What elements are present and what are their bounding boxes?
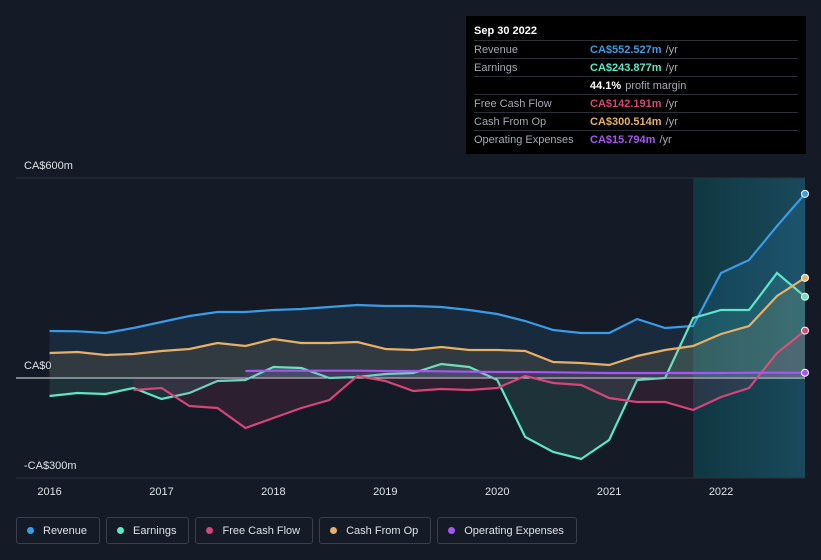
tooltip-unit: /yr [665,61,678,74]
end-point [801,326,809,335]
y-tick-label: -CA$300m [24,460,77,472]
x-tick-label: 2016 [37,486,61,498]
x-tick-label: 2017 [149,486,173,498]
legend-dot [117,527,125,534]
tooltip-value: CA$142.191m [590,97,662,110]
tooltip-row: Revenue CA$552.527m/yr [474,40,798,58]
tooltip-unit: profit margin [625,79,687,92]
series-line [245,369,806,375]
end-point [801,368,809,377]
series-line [133,329,806,430]
legend-item[interactable]: Earnings [106,517,190,544]
tooltip-label: Earnings [474,61,518,74]
legend-item[interactable]: Revenue [16,517,101,544]
x-tick-label: 2021 [597,486,621,498]
end-point [801,273,809,282]
tooltip-unit: /yr [665,115,678,128]
tooltip-value: CA$243.877m [590,61,662,74]
tooltip-unit: /yr [659,133,672,146]
tooltip-label: Cash From Op [474,115,547,128]
series-area [133,330,806,428]
legend-dot [206,527,214,534]
tooltip-row: 44.1% profit margin [474,76,798,94]
y-tick-label: CA$0 [24,360,52,372]
series-area [49,193,806,378]
legend-label: Earnings [133,524,177,537]
end-point [801,292,809,301]
legend-label: Operating Expenses [464,524,564,537]
tooltip-title: Sep 30 2022 [474,25,537,37]
tooltip-row: Earnings CA$243.877m/yr [474,58,798,76]
x-tick-label: 2019 [373,486,397,498]
legend-label: Revenue [43,524,88,537]
tooltip-label: Operating Expenses [474,133,574,146]
tooltip-value: CA$15.794m [590,133,656,146]
tooltip-row: Operating Expenses CA$15.794m/yr [474,130,798,148]
x-tick-label: 2020 [485,486,509,498]
legend-item[interactable]: Operating Expenses [437,517,577,544]
tooltip-unit: /yr [665,43,678,56]
series-line [49,276,806,367]
tooltip-unit: /yr [665,97,678,110]
series-area [49,277,806,378]
x-tick-label: 2018 [261,486,285,498]
series-area [49,273,806,459]
series-area [245,370,805,378]
tooltip-row: Free Cash Flow CA$142.191m/yr [474,94,798,112]
legend-label: Free Cash Flow [222,524,301,537]
end-point [801,189,809,198]
tooltip-row: Cash From Op CA$300.514m/yr [474,112,798,130]
y-tick-label: CA$600m [24,160,73,172]
legend-item[interactable]: Free Cash Flow [195,517,314,544]
legend-label: Cash From Op [346,524,419,537]
legend-dot [448,527,456,534]
x-tick-label: 2022 [709,486,733,498]
tooltip-label: Revenue [474,43,519,56]
legend-dot [27,527,34,534]
tooltip-value: CA$552.527m [590,43,662,56]
highlight-region [693,178,805,478]
tooltip-value: CA$300.514m [590,115,662,128]
tooltip-label: Free Cash Flow [474,97,552,110]
series-line [49,193,806,335]
tooltip-value: 44.1% [590,79,622,92]
tooltip: Sep 30 2022 Revenue CA$552.527m/yr Earning… [466,16,806,154]
legend-item[interactable]: Cash From Op [319,517,432,544]
legend-dot [330,527,338,534]
legend: Revenue Earnings Free Cash Flow Cash From O… [16,517,577,544]
